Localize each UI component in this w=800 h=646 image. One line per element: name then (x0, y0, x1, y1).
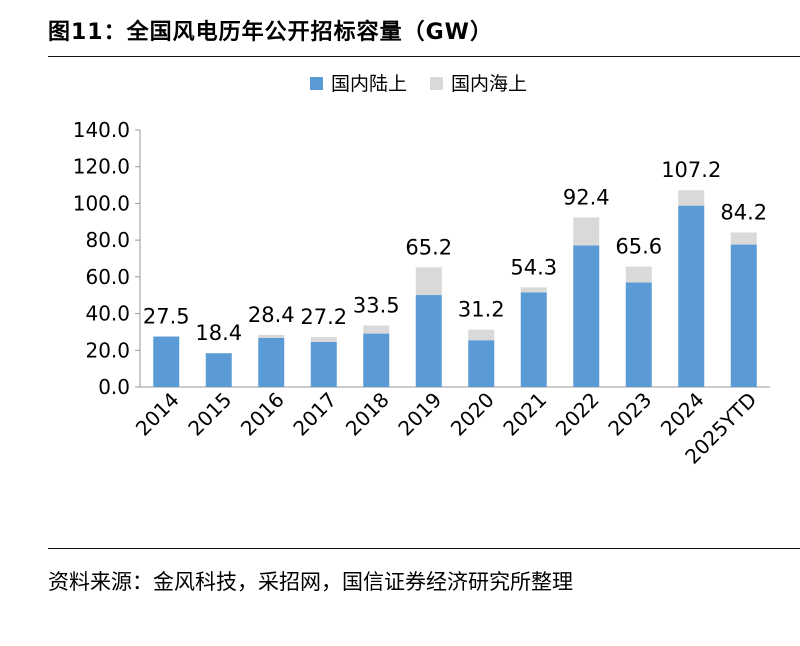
total-data-label: 27.5 (143, 305, 190, 329)
y-tick-label: 20.0 (85, 338, 130, 362)
x-tick-label: 2014 (131, 388, 184, 441)
total-data-label: 28.4 (248, 303, 295, 327)
total-data-label: 65.6 (615, 235, 662, 259)
legend-label-offshore: 国内海上 (451, 73, 527, 95)
bar-offshore (678, 190, 705, 206)
x-tick-label: 2023 (603, 388, 656, 441)
total-data-label: 27.2 (300, 305, 347, 329)
legend-swatch-offshore (430, 77, 443, 90)
bar-onshore (573, 245, 600, 387)
bar-onshore (258, 337, 285, 387)
legend-label-onshore: 国内陆上 (331, 73, 407, 95)
total-data-label: 33.5 (353, 294, 400, 318)
title-rule (48, 56, 800, 57)
x-tick-label: 2015 (183, 388, 236, 441)
bar-onshore (205, 353, 232, 387)
bar-offshore (730, 232, 757, 245)
bar-offshore (310, 337, 337, 342)
bar-chart: 0.0 20.0 40.0 60.0 80.0 100.0 120.0 140.0 27.5 20… (73, 73, 770, 469)
y-tick-label: 60.0 (85, 265, 130, 289)
x-tick-label: 2021 (498, 388, 551, 441)
bar-onshore (468, 340, 495, 387)
bar-onshore (415, 295, 442, 387)
bar-onshore (153, 336, 180, 387)
x-tick-label: 2017 (288, 388, 341, 441)
source-note: 资料来源：金风科技，采招网，国信证券经济研究所整理 (48, 570, 573, 594)
total-data-label: 92.4 (563, 185, 610, 209)
bar-offshore (363, 325, 390, 334)
source-rule (48, 548, 800, 549)
x-tick-label: 2019 (393, 388, 446, 441)
bar-onshore (520, 292, 547, 387)
bar-onshore (730, 244, 757, 387)
bar-onshore (363, 333, 390, 387)
bar-onshore (310, 341, 337, 387)
total-data-label: 31.2 (458, 298, 505, 322)
y-tick-label: 120.0 (73, 155, 130, 179)
bar-onshore (625, 282, 652, 387)
total-data-label: 84.2 (720, 200, 767, 224)
total-data-label: 54.3 (510, 255, 557, 279)
y-tick-label: 140.0 (73, 118, 130, 142)
x-tick-label: 2020 (446, 388, 499, 441)
figure-title: 图11：全国风电历年公开招标容量（GW） (48, 20, 493, 45)
y-tick-label: 100.0 (73, 191, 130, 215)
bar-offshore (415, 267, 442, 296)
x-tick-label: 2022 (551, 388, 604, 441)
bar-onshore (678, 205, 705, 387)
bar-offshore (468, 329, 495, 341)
y-tick-label: 40.0 (85, 302, 130, 326)
y-tick-label: 80.0 (85, 228, 130, 252)
bar-offshore (573, 217, 600, 246)
x-tick-label: 2016 (236, 388, 289, 441)
bar-offshore (258, 334, 285, 338)
legend-swatch-onshore (310, 77, 323, 90)
total-data-label: 107.2 (661, 158, 721, 182)
total-data-label: 65.2 (405, 235, 452, 259)
x-tick-label: 2018 (341, 388, 394, 441)
y-tick-label: 0.0 (98, 375, 130, 399)
bar-offshore (625, 266, 652, 283)
bar-offshore (520, 287, 547, 293)
total-data-label: 18.4 (195, 321, 242, 345)
